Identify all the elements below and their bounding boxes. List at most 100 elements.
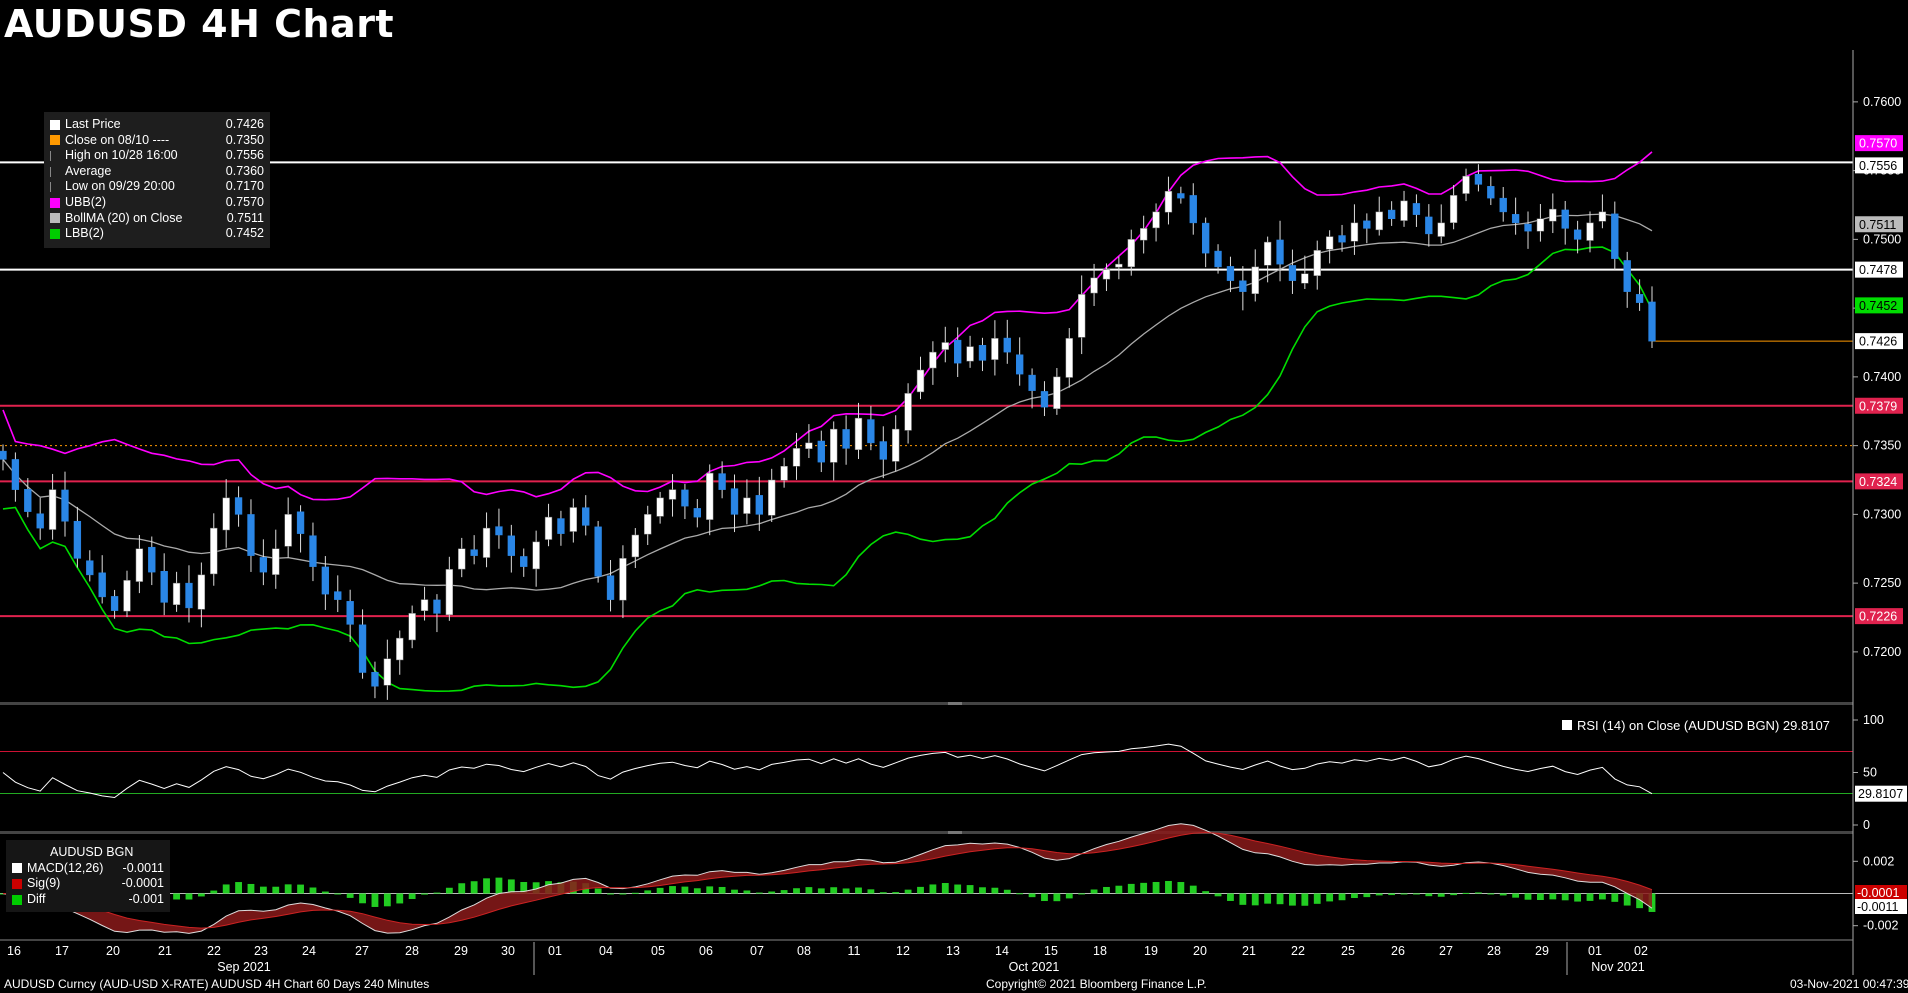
candle-body (817, 440, 825, 463)
candle-body (36, 513, 44, 529)
date-tick-label: 29 (454, 944, 468, 958)
candle-body (1573, 229, 1582, 240)
date-tick-label: 27 (355, 944, 369, 958)
legend-label: UBB(2) (65, 194, 106, 209)
legend-row: UBB(2) 0.7570 (50, 195, 264, 211)
candle-body (470, 549, 478, 556)
candle (619, 545, 627, 619)
candle (98, 555, 106, 604)
candle (1325, 230, 1334, 264)
candle (247, 499, 255, 572)
candle (520, 548, 528, 577)
candle (1226, 256, 1235, 293)
legend-label: Low on 09/29 20:00 (65, 179, 175, 194)
macd-histogram-bar (359, 893, 366, 904)
candle (1288, 249, 1297, 294)
candle-body (234, 497, 243, 515)
macd-histogram-bar (334, 893, 342, 895)
candle (507, 524, 515, 573)
macd-histogram-bar (619, 893, 627, 895)
macd-histogram-bar (755, 892, 763, 894)
price-tag-bg (1855, 473, 1903, 490)
candle (408, 605, 416, 649)
candle-body (991, 338, 999, 360)
candle-body (842, 429, 850, 449)
candle-body (61, 489, 69, 522)
macd-legend-label: MACD(12,26) (27, 860, 104, 875)
macd-histogram-bar (644, 890, 652, 894)
macd-histogram-bar (842, 888, 850, 894)
candle-body (507, 535, 515, 556)
macd-histogram-bar (1239, 893, 1247, 905)
candle-body (743, 497, 751, 514)
price-tag-label: 0.7324 (1859, 475, 1897, 489)
macd-histogram-bar (879, 892, 887, 894)
price-tag: 0.7452 (1855, 297, 1903, 314)
date-tick-label: 15 (1044, 944, 1058, 958)
gridlines (0, 702, 1853, 834)
candle (495, 508, 503, 549)
macd-histogram-bar (483, 878, 490, 894)
date-tick-label: 28 (405, 944, 419, 958)
candle (1425, 204, 1433, 247)
rsi-legend: RSI (14) on Close (AUDUSD BGN) 29.8107 (1556, 716, 1836, 736)
candle (420, 586, 429, 621)
candle-body (582, 507, 590, 526)
legend-row: Close on 08/10 ---- 0.7350 (50, 133, 264, 149)
candle (1573, 220, 1582, 254)
candle (346, 589, 354, 643)
candle (433, 594, 441, 633)
candle-body (1437, 222, 1445, 237)
candle-body (1053, 376, 1061, 409)
legend-swatch (50, 197, 60, 208)
macd-legend: AUDUSD BGN MACD(12,26) -0.0011 Sig(9) -0.00… (6, 840, 170, 913)
candle (743, 479, 751, 525)
candle (48, 473, 57, 540)
macd-histogram-bar (1338, 893, 1346, 901)
candle-body (929, 351, 937, 369)
macd-histogram-bar (1301, 893, 1309, 906)
candle-body (123, 580, 131, 612)
macd-line (2, 823, 1653, 934)
candle (358, 609, 367, 679)
candle-body (768, 479, 776, 516)
candle-body (805, 442, 813, 449)
candle-body (1239, 280, 1247, 292)
candle (482, 512, 491, 568)
date-tick-label: 24 (302, 944, 316, 958)
candle (234, 486, 243, 527)
candle-body (1387, 209, 1396, 219)
candle-body (1474, 173, 1483, 185)
candle-body (383, 658, 392, 686)
panel-divider (0, 702, 1853, 705)
candle-body (569, 507, 577, 532)
candle-body (358, 624, 367, 673)
legend-label: BollMA (20) on Close (65, 210, 183, 225)
macd-histogram-bar (1326, 893, 1334, 902)
macd-histogram-bar (259, 886, 267, 894)
legend-label: Last Price (65, 117, 121, 131)
price-tag-label: 0.7452 (1859, 299, 1897, 313)
candle (594, 520, 602, 583)
candle-body (1214, 250, 1222, 268)
candle-body (1511, 214, 1520, 224)
candle (1635, 279, 1644, 311)
price-tag: 0.7478 (1855, 261, 1903, 278)
price-tag: 0.7511 (1855, 216, 1903, 233)
macd-histogram-bar (817, 888, 825, 894)
macd-histogram-bar (1028, 893, 1036, 898)
candle (631, 528, 639, 569)
candle-body (222, 497, 230, 531)
macd-histogram-bar (1227, 893, 1234, 901)
date-tick-label: 26 (1391, 944, 1405, 958)
macd-histogram-bar (1363, 893, 1371, 898)
candle (1499, 186, 1507, 222)
candle (1387, 201, 1396, 226)
candle (1598, 194, 1607, 229)
rsi-tick-label: 50 (1863, 766, 1877, 780)
date-tick-label: 13 (946, 944, 960, 958)
macd-histogram-bar (706, 886, 714, 894)
candle (954, 327, 962, 378)
candle-body (1338, 235, 1346, 243)
